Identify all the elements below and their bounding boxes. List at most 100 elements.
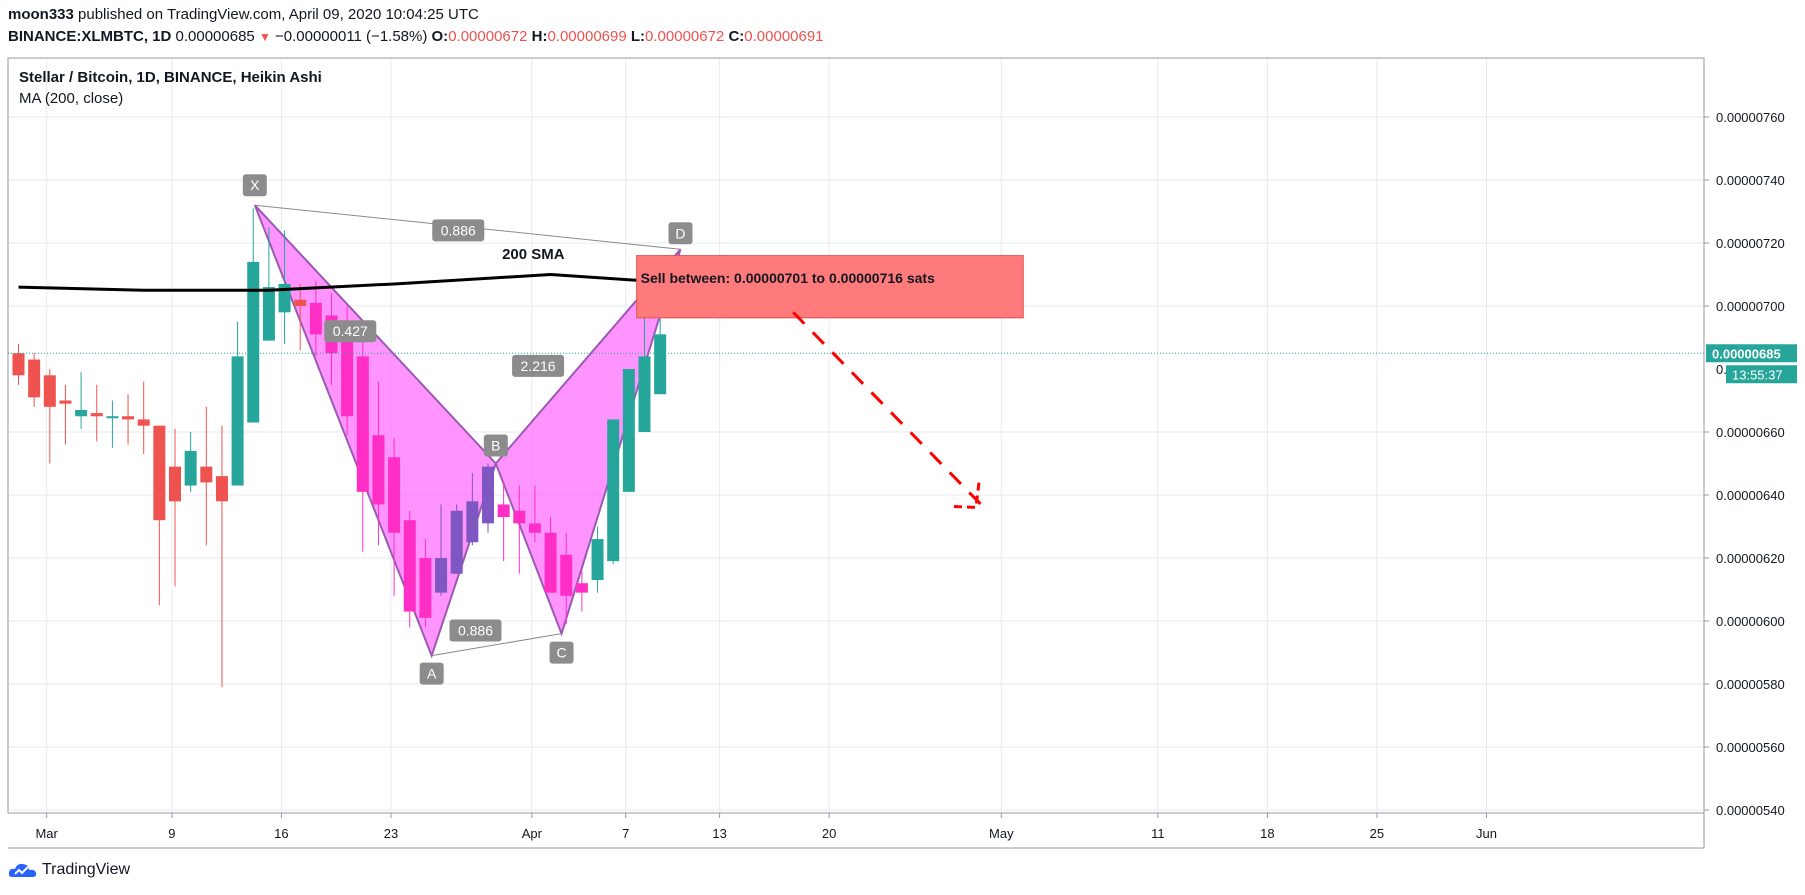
open-label: O:	[431, 28, 449, 45]
pattern-point-badge	[668, 222, 693, 245]
pattern-xab-triangle	[253, 204, 497, 659]
pattern-point-badge	[483, 434, 508, 457]
countdown-tag	[1726, 365, 1797, 384]
symbol-interval: BINANCE:XLMBTC, 1D	[8, 28, 172, 45]
candle-body	[247, 261, 260, 423]
current-price-tag	[1706, 344, 1797, 363]
price-tick-label: 0.00000620	[1716, 551, 1785, 566]
down-triangle-icon: ▼	[258, 30, 271, 44]
pattern-ac-line	[431, 633, 562, 657]
candle-body	[654, 334, 667, 395]
ratio-label: 0.886	[458, 622, 493, 638]
close-label: C:	[728, 28, 745, 45]
time-tick-label: 13	[712, 826, 726, 841]
tradingview-cloud-icon	[8, 863, 37, 877]
candle-body	[184, 450, 197, 486]
tradingview-logo[interactable]: TradingView	[8, 861, 130, 879]
candle-body	[560, 554, 573, 596]
time-tick-label: Mar	[35, 826, 58, 841]
time-tick-label: 16	[274, 826, 288, 841]
candle-body	[403, 520, 416, 612]
candle-body	[513, 510, 526, 524]
time-tick-label: 25	[1370, 826, 1384, 841]
pattern-point-label: C	[556, 645, 566, 661]
ma-200-line	[18, 272, 661, 292]
last-price: 0.00000685	[175, 28, 255, 45]
price-tick-label: 0.00000660	[1716, 425, 1785, 440]
candle-body	[231, 356, 244, 486]
pattern-point-badge	[419, 662, 444, 685]
price-tick-label: 0.00000760	[1716, 110, 1785, 125]
candle-body	[106, 416, 119, 419]
candle-body	[435, 558, 448, 593]
candle-body	[90, 413, 103, 417]
price-tick-label: 0.00000540	[1716, 803, 1785, 818]
price-tick-partial: 0.	[1716, 362, 1727, 377]
pattern-bcd-triangle	[494, 248, 682, 637]
published-text: published on TradingView.com, April 09, …	[78, 6, 479, 23]
time-tick-label: Jun	[1476, 826, 1497, 841]
candle-body	[28, 359, 41, 398]
legend-title: Stellar / Bitcoin, 1D, BINANCE, Heikin A…	[19, 69, 322, 86]
pattern-point-label: X	[250, 177, 260, 193]
candle-body	[638, 356, 651, 432]
candle-body	[262, 287, 275, 341]
ratio-badge	[324, 320, 377, 343]
price-axis[interactable]: 0.00000760 0.00000740 0.00000720 0.00000700…	[1704, 110, 1797, 818]
candle-body	[59, 400, 72, 404]
candle-body	[622, 369, 635, 492]
time-axis[interactable]: Mar 9 16 23 Apr 7 13 20 May 11 18 25 Jun	[35, 813, 1497, 841]
candle-body	[309, 302, 322, 335]
candle-body	[482, 466, 494, 524]
ratio-label: 2.216	[521, 358, 556, 374]
pattern-point-badge	[242, 174, 267, 197]
price-tick-label: 0.00000640	[1716, 488, 1785, 503]
current-price-tag-label: 0.00000685	[1712, 346, 1781, 361]
candle-body	[450, 510, 463, 574]
price-tick-label: 0.00000720	[1716, 236, 1785, 251]
ratio-badge	[449, 619, 502, 642]
candle-body	[341, 337, 354, 417]
author-name[interactable]: moon333	[8, 6, 74, 23]
open-value: 0.00000672	[448, 28, 528, 45]
time-tick-label: Apr	[522, 826, 543, 841]
ratio-label: 0.427	[333, 323, 368, 339]
candle-body	[388, 457, 401, 533]
pattern-point-badge	[549, 641, 574, 664]
candle-body	[294, 299, 307, 306]
price-tick-label: 0.00000700	[1716, 299, 1785, 314]
candle-body	[137, 419, 150, 426]
high-label: H:	[531, 28, 548, 45]
candle-body	[528, 523, 541, 533]
pattern-point-label: B	[491, 438, 500, 454]
low-label: L:	[630, 28, 646, 45]
candle-body	[200, 466, 213, 483]
projection-arrow-line	[792, 311, 983, 506]
candle-body	[497, 504, 510, 518]
pattern-point-label: A	[427, 666, 437, 682]
candle-body	[356, 356, 369, 492]
ratio-label: 0.886	[441, 222, 476, 238]
candle-body	[591, 539, 604, 581]
price-change: −0.00000011 (−1.58%)	[275, 28, 428, 45]
countdown-tag-label: 13:55:37	[1732, 367, 1783, 382]
candle-body	[372, 435, 385, 505]
candle-body	[607, 419, 620, 562]
ratio-badge	[512, 354, 565, 377]
tradingview-logo-text: TradingView	[42, 861, 131, 878]
price-tick-label: 0.00000580	[1716, 677, 1785, 692]
candle-body	[169, 466, 181, 502]
legend-indicator: MA (200, close)	[19, 90, 123, 107]
candles	[12, 208, 667, 688]
candle-body	[122, 416, 135, 420]
sell-zone-label: Sell between: 0.00000701 to 0.00000716 s…	[641, 270, 935, 286]
projection-arrow-head	[953, 482, 981, 510]
candle-body	[466, 501, 479, 543]
candle-body	[12, 353, 25, 376]
candle-body	[419, 558, 432, 618]
candle-body	[215, 476, 228, 502]
candle-body	[75, 409, 88, 417]
plot-frame	[7, 57, 1705, 814]
time-tick-label: 23	[384, 826, 398, 841]
